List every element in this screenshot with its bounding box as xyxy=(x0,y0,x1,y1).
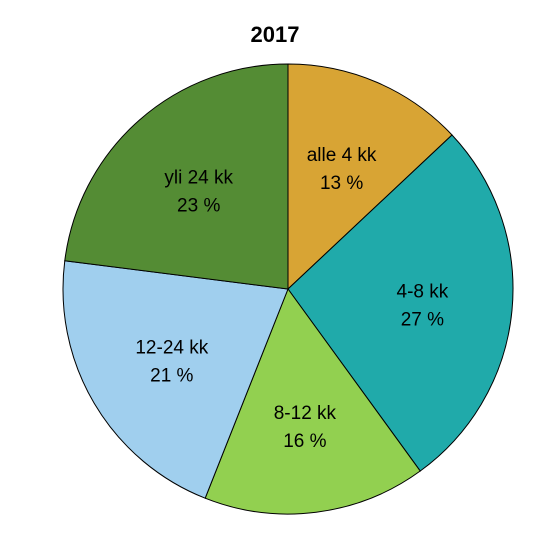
pie-slice-0 xyxy=(287,63,453,291)
slice-category-label-0: alle 4 kk xyxy=(307,145,377,166)
slice-category-label-4: yli 24 kk xyxy=(164,168,233,189)
chart-title: 2017 xyxy=(251,22,300,47)
pie-slice-3 xyxy=(62,260,289,499)
pie-slice-2 xyxy=(204,287,421,515)
slice-value-label-2: 16 % xyxy=(283,431,326,452)
slice-value-label-4: 23 % xyxy=(177,196,220,217)
slice-category-label-1: 4-8 kk xyxy=(397,282,449,303)
slice-category-label-3: 12-24 kk xyxy=(135,338,208,359)
slice-value-label-1: 27 % xyxy=(401,310,444,331)
pie-slices xyxy=(62,63,514,515)
pie-slice-1 xyxy=(287,134,514,472)
slice-value-label-0: 13 % xyxy=(320,173,363,194)
pie-labels: alle 4 kk 13 % 4-8 kk 27 % 8-12 kk 16 % 12-24 … xyxy=(135,145,448,452)
slice-value-label-3: 21 % xyxy=(150,366,193,387)
slice-category-label-2: 8-12 kk xyxy=(274,403,337,424)
pie-slice-4 xyxy=(64,63,289,290)
